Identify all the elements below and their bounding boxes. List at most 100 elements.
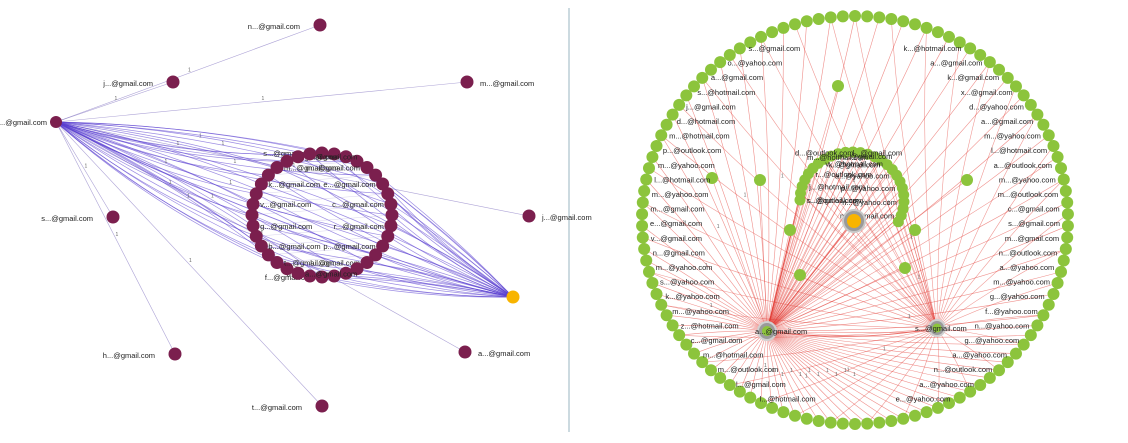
- edge: [701, 77, 768, 332]
- graph-node: [1042, 298, 1055, 311]
- graph-node: [350, 154, 364, 168]
- edge: [679, 327, 938, 338]
- node-label: m...@gmail.com: [838, 152, 892, 161]
- edge-weight-label: 1: [772, 368, 775, 374]
- graph-node: [942, 397, 955, 410]
- edge: [55, 121, 383, 185]
- graph-node: [339, 266, 353, 280]
- edge-weight-label: 1: [221, 141, 224, 147]
- edge: [276, 262, 514, 298]
- graph-node: [360, 161, 374, 175]
- node-label: p...@gmail.com: [323, 242, 375, 251]
- graph-node: [812, 12, 825, 25]
- graph-node: [369, 248, 383, 262]
- edge: [760, 327, 938, 404]
- graph-node: [291, 150, 305, 164]
- edge: [902, 327, 938, 419]
- graph-node: [642, 265, 655, 278]
- node-label: c...@gmail.com: [332, 200, 384, 209]
- edge: [55, 24, 321, 123]
- node-label: l...@hotmail.com: [760, 394, 816, 403]
- graph-node: [1055, 162, 1068, 175]
- edge: [766, 194, 904, 332]
- edge: [800, 192, 938, 329]
- node-label: s...@gmail.com: [1008, 219, 1060, 228]
- graph-node: [983, 371, 996, 384]
- edge: [711, 177, 768, 332]
- graph-node: [642, 162, 655, 175]
- node-label: a...@yahoo.com: [835, 171, 890, 180]
- edge-weight-label: 1: [115, 96, 118, 102]
- edge: [766, 202, 1068, 332]
- edge: [766, 330, 939, 409]
- edge-weight-label: 1: [781, 174, 784, 180]
- node-label: a...@gmail.com: [755, 327, 807, 336]
- edge: [766, 160, 882, 332]
- graph-node: [381, 229, 395, 243]
- node-label: g...@gmail.com: [260, 222, 312, 231]
- edge: [268, 167, 368, 176]
- graph-node: [961, 174, 973, 186]
- edge-weight-label: 1: [744, 193, 747, 199]
- edge-weight-label: 1: [705, 263, 708, 269]
- edge: [902, 208, 938, 329]
- node-label: n...@outlook.com: [999, 248, 1057, 257]
- edge: [766, 155, 832, 332]
- graph-node: [246, 197, 260, 211]
- graph-node: [1017, 338, 1030, 351]
- edge: [55, 121, 514, 298]
- edge: [766, 330, 856, 425]
- edge: [766, 187, 903, 332]
- edge: [252, 225, 514, 298]
- node-label: h...@gmail.com: [103, 351, 155, 360]
- right-nodes: s...@gmail.com o...@yahoo.com a...@gmail.c…: [636, 10, 1074, 430]
- edge: [766, 163, 819, 332]
- edge: [766, 215, 902, 332]
- graph-node: [376, 177, 390, 191]
- graph-node: [885, 415, 898, 428]
- edge-weight-label: 1: [917, 274, 920, 280]
- graph-node: [460, 75, 474, 89]
- edge-weight-label: 1: [177, 141, 180, 147]
- node-label: v...@hotmail.com: [825, 159, 883, 168]
- edge: [642, 202, 938, 329]
- edge: [936, 145, 1054, 329]
- edge: [903, 194, 938, 329]
- edge-weight-label: 1: [262, 96, 265, 102]
- edge: [55, 121, 288, 162]
- graph-node: [666, 319, 679, 332]
- edge: [936, 213, 1069, 329]
- graph-node: [696, 71, 709, 84]
- graph-node: [861, 417, 874, 430]
- graph-node: [369, 168, 383, 182]
- graph-node: [849, 418, 861, 430]
- edge: [766, 181, 901, 332]
- edge: [766, 330, 868, 424]
- edge: [55, 121, 254, 227]
- edge: [309, 153, 514, 298]
- graph-node: [932, 323, 942, 333]
- node-label: j...@hotmail.com: [808, 182, 865, 191]
- node-label: m...@gmail.com: [306, 164, 360, 173]
- graph-node: [655, 129, 668, 142]
- edge: [390, 203, 514, 298]
- graph-node: [50, 116, 62, 128]
- graph-node: [964, 385, 977, 398]
- node-label: m...@yahoo.com: [652, 190, 709, 199]
- graph-node: [1055, 265, 1068, 278]
- edge: [661, 135, 938, 329]
- graph-node: [909, 18, 922, 31]
- edge: [766, 208, 904, 332]
- edge: [766, 330, 831, 423]
- graph-node: [696, 356, 709, 369]
- node-label: f...@yahoo.com: [985, 307, 1038, 316]
- edge: [766, 330, 904, 419]
- graph-node: [1047, 139, 1060, 152]
- edge: [924, 27, 938, 329]
- node-label: a...@gmail.com: [930, 59, 982, 68]
- node-label: e...@yahoo.com: [896, 394, 951, 403]
- node-label: f...@gmail.com: [0, 118, 47, 127]
- graph-node: [270, 161, 284, 175]
- edge: [251, 214, 514, 298]
- edge: [646, 179, 768, 332]
